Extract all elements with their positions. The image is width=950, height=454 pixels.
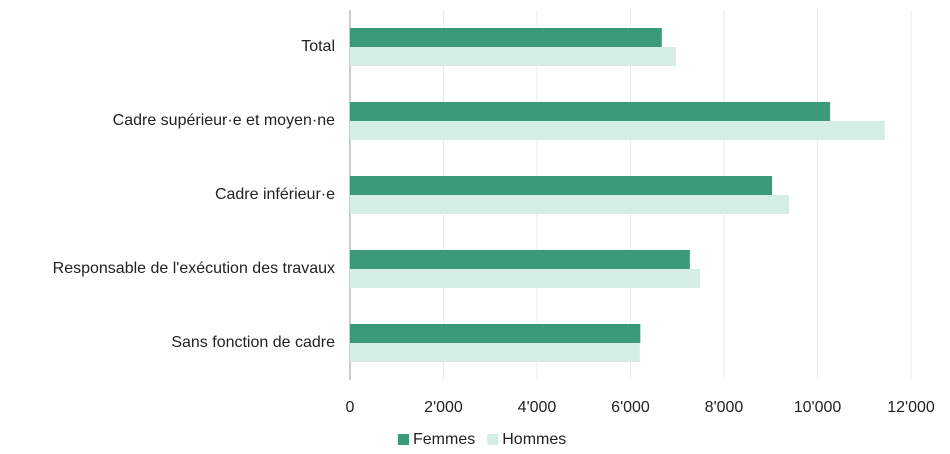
y-tick-label: Responsable de l'exécution des travaux <box>53 260 335 277</box>
bar <box>350 121 885 140</box>
bar <box>350 47 676 66</box>
x-tick-label: 0 <box>346 399 355 416</box>
bar <box>350 250 690 269</box>
y-tick-label: Sans fonction de cadre <box>171 334 335 351</box>
y-tick-label: Total <box>301 38 335 55</box>
y-tick-label: Cadre supérieur·e et moyen·ne <box>113 112 335 129</box>
bar <box>350 324 641 343</box>
legend-label: Femmes <box>413 431 475 448</box>
x-tick-label: 6'000 <box>611 399 650 416</box>
legend-swatch <box>487 434 499 445</box>
bar <box>350 176 773 195</box>
bar <box>350 343 640 362</box>
y-tick-label: Cadre inférieur·e <box>215 186 335 203</box>
x-tick-label: 10'000 <box>794 399 842 416</box>
bar <box>350 195 789 214</box>
bar <box>350 102 831 121</box>
x-tick-label: 8'000 <box>705 399 744 416</box>
x-tick-label: 2'000 <box>424 399 463 416</box>
legend-label: Hommes <box>502 431 566 448</box>
legend-swatch <box>398 434 409 445</box>
x-tick-label: 4'000 <box>518 399 557 416</box>
bar <box>350 269 701 288</box>
x-tick-label: 12'000 <box>887 399 935 416</box>
bar <box>350 28 662 47</box>
